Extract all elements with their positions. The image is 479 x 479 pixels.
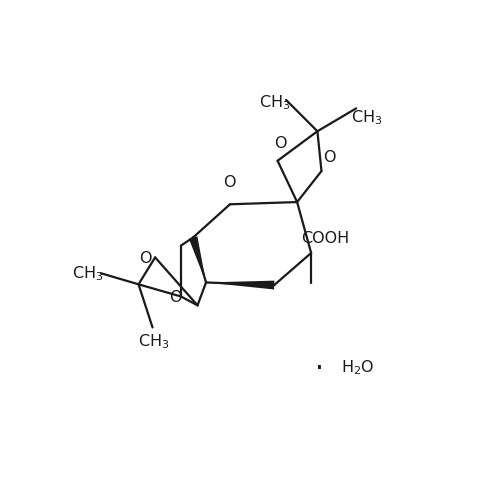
Text: CH$_3$: CH$_3$: [259, 93, 290, 112]
Text: ·: ·: [315, 355, 324, 383]
Text: COOH: COOH: [301, 231, 349, 246]
Polygon shape: [189, 236, 206, 283]
Text: H$_2$O: H$_2$O: [341, 359, 374, 377]
Text: CH$_3$: CH$_3$: [351, 108, 382, 126]
Text: O: O: [223, 175, 235, 190]
Text: O: O: [323, 149, 336, 165]
Text: O: O: [169, 290, 182, 305]
Text: O: O: [274, 136, 287, 150]
Polygon shape: [206, 281, 274, 289]
Text: CH$_3$: CH$_3$: [137, 332, 169, 351]
Text: CH$_3$: CH$_3$: [72, 264, 104, 283]
Text: O: O: [139, 251, 151, 266]
